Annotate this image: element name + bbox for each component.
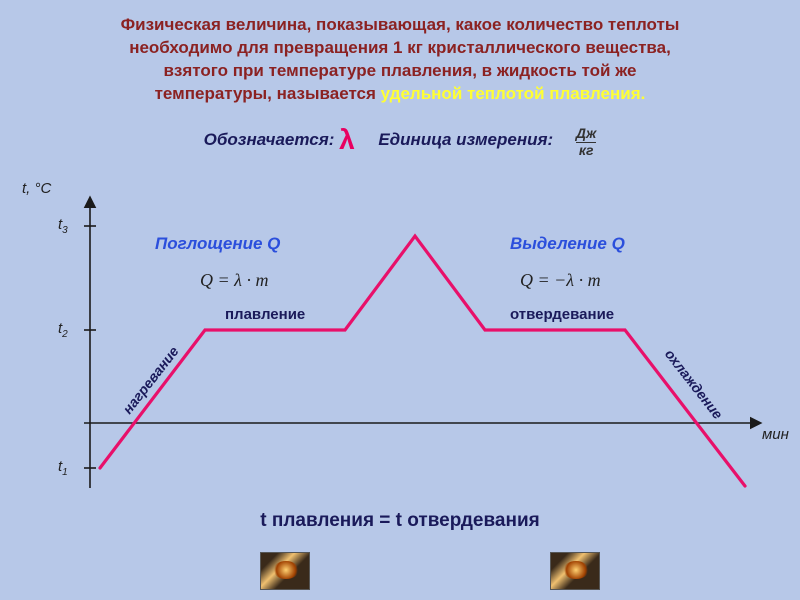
lambda-symbol: λ xyxy=(339,124,355,155)
unit-label: Единица измерения: xyxy=(378,130,553,149)
header-line4-prefix: температуры, называется xyxy=(155,84,381,103)
formula-emission: Q = −λ · m xyxy=(520,270,601,291)
unit-denominator: кг xyxy=(576,143,596,158)
thumbnail-left xyxy=(260,552,310,590)
header-line1: Физическая величина, показывающая, какое… xyxy=(121,15,680,34)
header-line3: взятого при температуре плавления, в жид… xyxy=(163,61,636,80)
label-solidification: отвердевание xyxy=(510,306,614,323)
thumbnail-right xyxy=(550,552,600,590)
phase-chart: t, °C мин t1 t2 t3 Поглощение Q Выделени… xyxy=(0,178,800,518)
header-highlight: удельной теплотой плавления. xyxy=(381,84,646,103)
label-absorption: Поглощение Q xyxy=(155,234,280,254)
x-axis-label: мин xyxy=(762,426,789,443)
y-axis-label: t, °C xyxy=(22,180,51,197)
y-tick-t2: t2 xyxy=(58,320,68,340)
notation-row: Обозначается: λ Единица измерения: Дж кг xyxy=(0,120,800,156)
y-tick-t3: t3 xyxy=(58,216,68,236)
label-melting: плавление xyxy=(225,306,305,323)
definition-header: Физическая величина, показывающая, какое… xyxy=(0,0,800,114)
designation-label: Обозначается: xyxy=(204,130,335,149)
unit-fraction: Дж кг xyxy=(576,126,596,158)
label-emission: Выделение Q xyxy=(510,234,625,254)
bottom-equation: t плавления = t отвердевания xyxy=(0,510,800,532)
formula-absorption: Q = λ · m xyxy=(200,270,268,291)
chart-svg xyxy=(0,178,800,518)
header-line2: необходимо для превращения 1 кг кристалл… xyxy=(129,38,671,57)
unit-numerator: Дж xyxy=(576,126,596,141)
y-tick-t1: t1 xyxy=(58,458,68,478)
